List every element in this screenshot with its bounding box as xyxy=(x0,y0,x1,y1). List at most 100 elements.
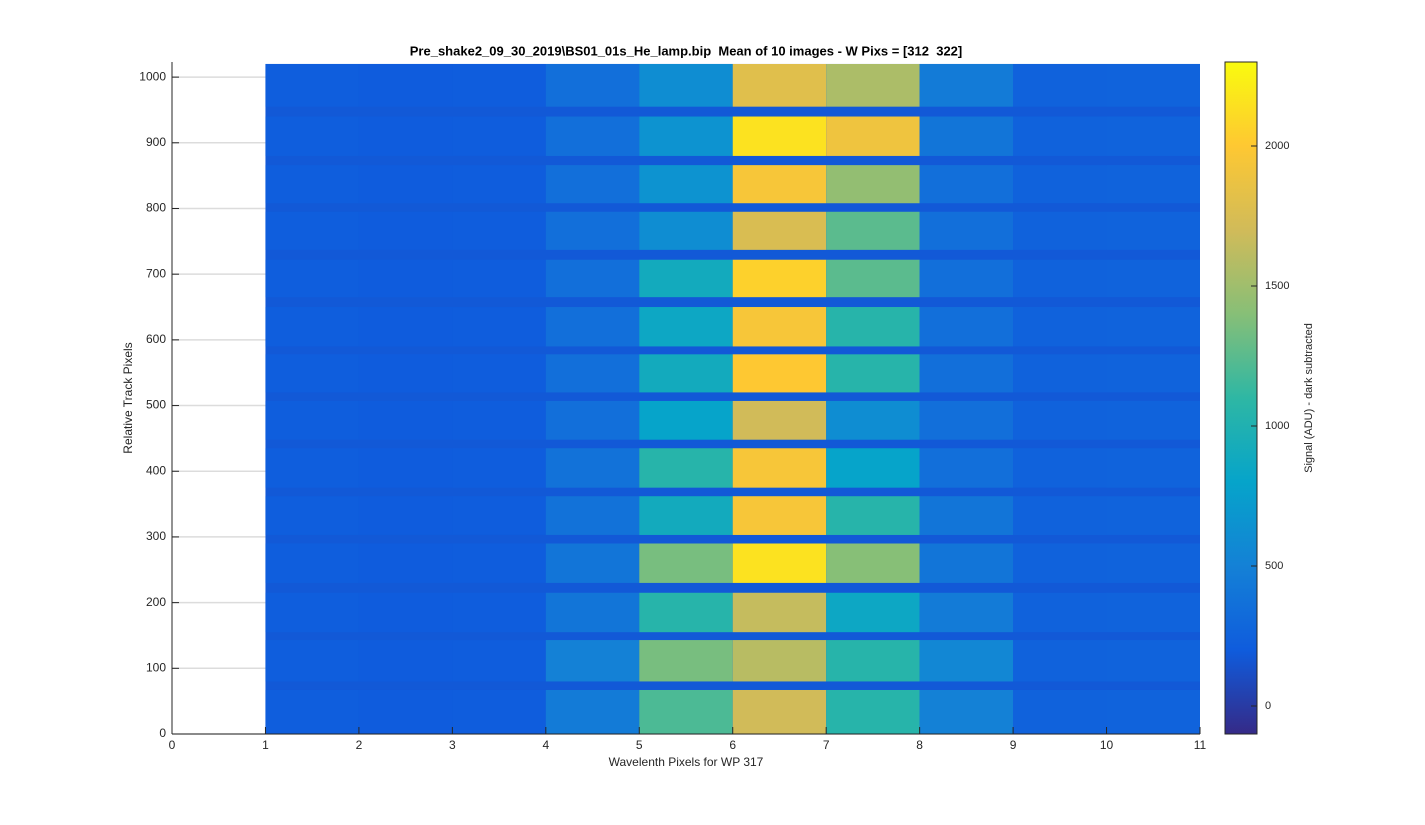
heatmap-cell xyxy=(265,400,359,440)
y-tick-label: 700 xyxy=(146,266,166,280)
heatmap-cell xyxy=(265,354,359,393)
heatmap-cell xyxy=(919,689,1014,734)
heatmap-cell xyxy=(452,640,546,682)
heatmap-cell xyxy=(826,640,920,682)
heatmap-cell xyxy=(265,689,359,734)
heatmap-cell xyxy=(639,592,733,633)
x-tick-label: 0 xyxy=(169,738,176,752)
x-tick-label: 4 xyxy=(542,738,549,752)
y-tick-label: 500 xyxy=(146,398,166,412)
heatmap-cell xyxy=(545,689,640,734)
heatmap-cell xyxy=(1013,165,1107,204)
heatmap-cell xyxy=(1106,116,1200,156)
heatmap-cell xyxy=(732,592,827,633)
x-tick-label: 10 xyxy=(1100,738,1114,752)
heatmap-cell xyxy=(358,165,453,204)
heatmap-cell xyxy=(545,640,640,682)
heatmap-cell xyxy=(639,259,733,298)
x-axis-label: Wavelenth Pixels for WP 317 xyxy=(609,755,764,769)
heatmap-cell xyxy=(1013,116,1107,156)
heatmap-cell xyxy=(545,448,640,488)
y-tick-label: 900 xyxy=(146,135,166,149)
heatmap-cell xyxy=(732,211,827,250)
heatmap-cell xyxy=(265,640,359,682)
heatmap-cell xyxy=(826,63,920,107)
x-tick-label: 2 xyxy=(356,738,363,752)
heatmap-cell xyxy=(732,354,827,393)
heatmap-cell xyxy=(265,211,359,250)
heatmap-cell xyxy=(265,63,359,107)
heatmap-cell xyxy=(639,496,733,535)
y-tick-label: 1000 xyxy=(139,69,166,83)
heatmap-cell xyxy=(358,116,453,156)
heatmap-background xyxy=(265,63,1200,734)
heatmap-cell xyxy=(639,354,733,393)
heatmap-cell xyxy=(452,400,546,440)
colorbar-tick-label: 2000 xyxy=(1265,140,1289,152)
colorbar-tick-label: 0 xyxy=(1265,700,1271,712)
colorbar-tick-label: 500 xyxy=(1265,560,1283,572)
heatmap-cell xyxy=(732,689,827,734)
heatmap-cell xyxy=(452,354,546,393)
heatmap-cell xyxy=(358,259,453,298)
heatmap-cell xyxy=(826,259,920,298)
heatmap-cell xyxy=(826,496,920,535)
heatmap-cell xyxy=(1013,211,1107,250)
heatmap-cell xyxy=(1013,640,1107,682)
y-axis-label: Relative Track Pixels xyxy=(121,342,135,453)
heatmap-cell xyxy=(639,448,733,488)
heatmap-cell xyxy=(919,400,1014,440)
heatmap-cell xyxy=(919,63,1014,107)
heatmap-cell xyxy=(919,640,1014,682)
colorbar-tick-label: 1500 xyxy=(1265,280,1289,292)
heatmap-cell xyxy=(358,211,453,250)
heatmap-cell xyxy=(1106,400,1200,440)
heatmap-cell xyxy=(265,165,359,204)
heatmap-cell xyxy=(919,116,1014,156)
heatmap-cell xyxy=(1106,211,1200,250)
heatmap-cell xyxy=(265,259,359,298)
heatmap-cell xyxy=(732,116,827,156)
heatmap-cell xyxy=(545,165,640,204)
heatmap-cell xyxy=(452,116,546,156)
heatmap-cell xyxy=(639,640,733,682)
x-tick-label: 6 xyxy=(729,738,736,752)
heatmap-cell xyxy=(452,165,546,204)
heatmap-cell xyxy=(639,400,733,440)
y-tick-label: 300 xyxy=(146,529,166,543)
x-tick-label: 7 xyxy=(823,738,830,752)
heatmap-cell xyxy=(732,63,827,107)
heatmap-cell xyxy=(1106,689,1200,734)
heatmap-cell xyxy=(826,448,920,488)
heatmap-cell xyxy=(358,496,453,535)
heatmap-cell xyxy=(358,543,453,583)
heatmap-cell xyxy=(452,448,546,488)
heatmap-cell xyxy=(265,543,359,583)
heatmap-cell xyxy=(545,307,640,347)
y-tick-label: 100 xyxy=(146,660,166,674)
heatmap-cell xyxy=(826,211,920,250)
heatmap-cell xyxy=(639,543,733,583)
heatmap-cell xyxy=(1013,354,1107,393)
heatmap-cell xyxy=(545,211,640,250)
heatmap-cell xyxy=(1106,259,1200,298)
heatmap-cell xyxy=(452,496,546,535)
heatmap-cell xyxy=(826,592,920,633)
heatmap-cell xyxy=(639,116,733,156)
heatmap-cell xyxy=(732,307,827,347)
y-tick-label: 400 xyxy=(146,463,166,477)
heatmap-cell xyxy=(358,307,453,347)
heatmap-cell xyxy=(452,689,546,734)
heatmap-cell xyxy=(1106,307,1200,347)
heatmap-cell xyxy=(358,400,453,440)
x-tick-label: 1 xyxy=(262,738,269,752)
heatmap-cell xyxy=(265,496,359,535)
heatmap-cell xyxy=(919,259,1014,298)
heatmap-cell xyxy=(358,63,453,107)
heatmap-cell xyxy=(732,400,827,440)
chart-title: Pre_shake2_09_30_2019\BS01_01s_He_lamp.b… xyxy=(410,43,962,58)
heatmap-cell xyxy=(1106,496,1200,535)
heatmap-cell xyxy=(919,592,1014,633)
heatmap-cell xyxy=(1013,400,1107,440)
